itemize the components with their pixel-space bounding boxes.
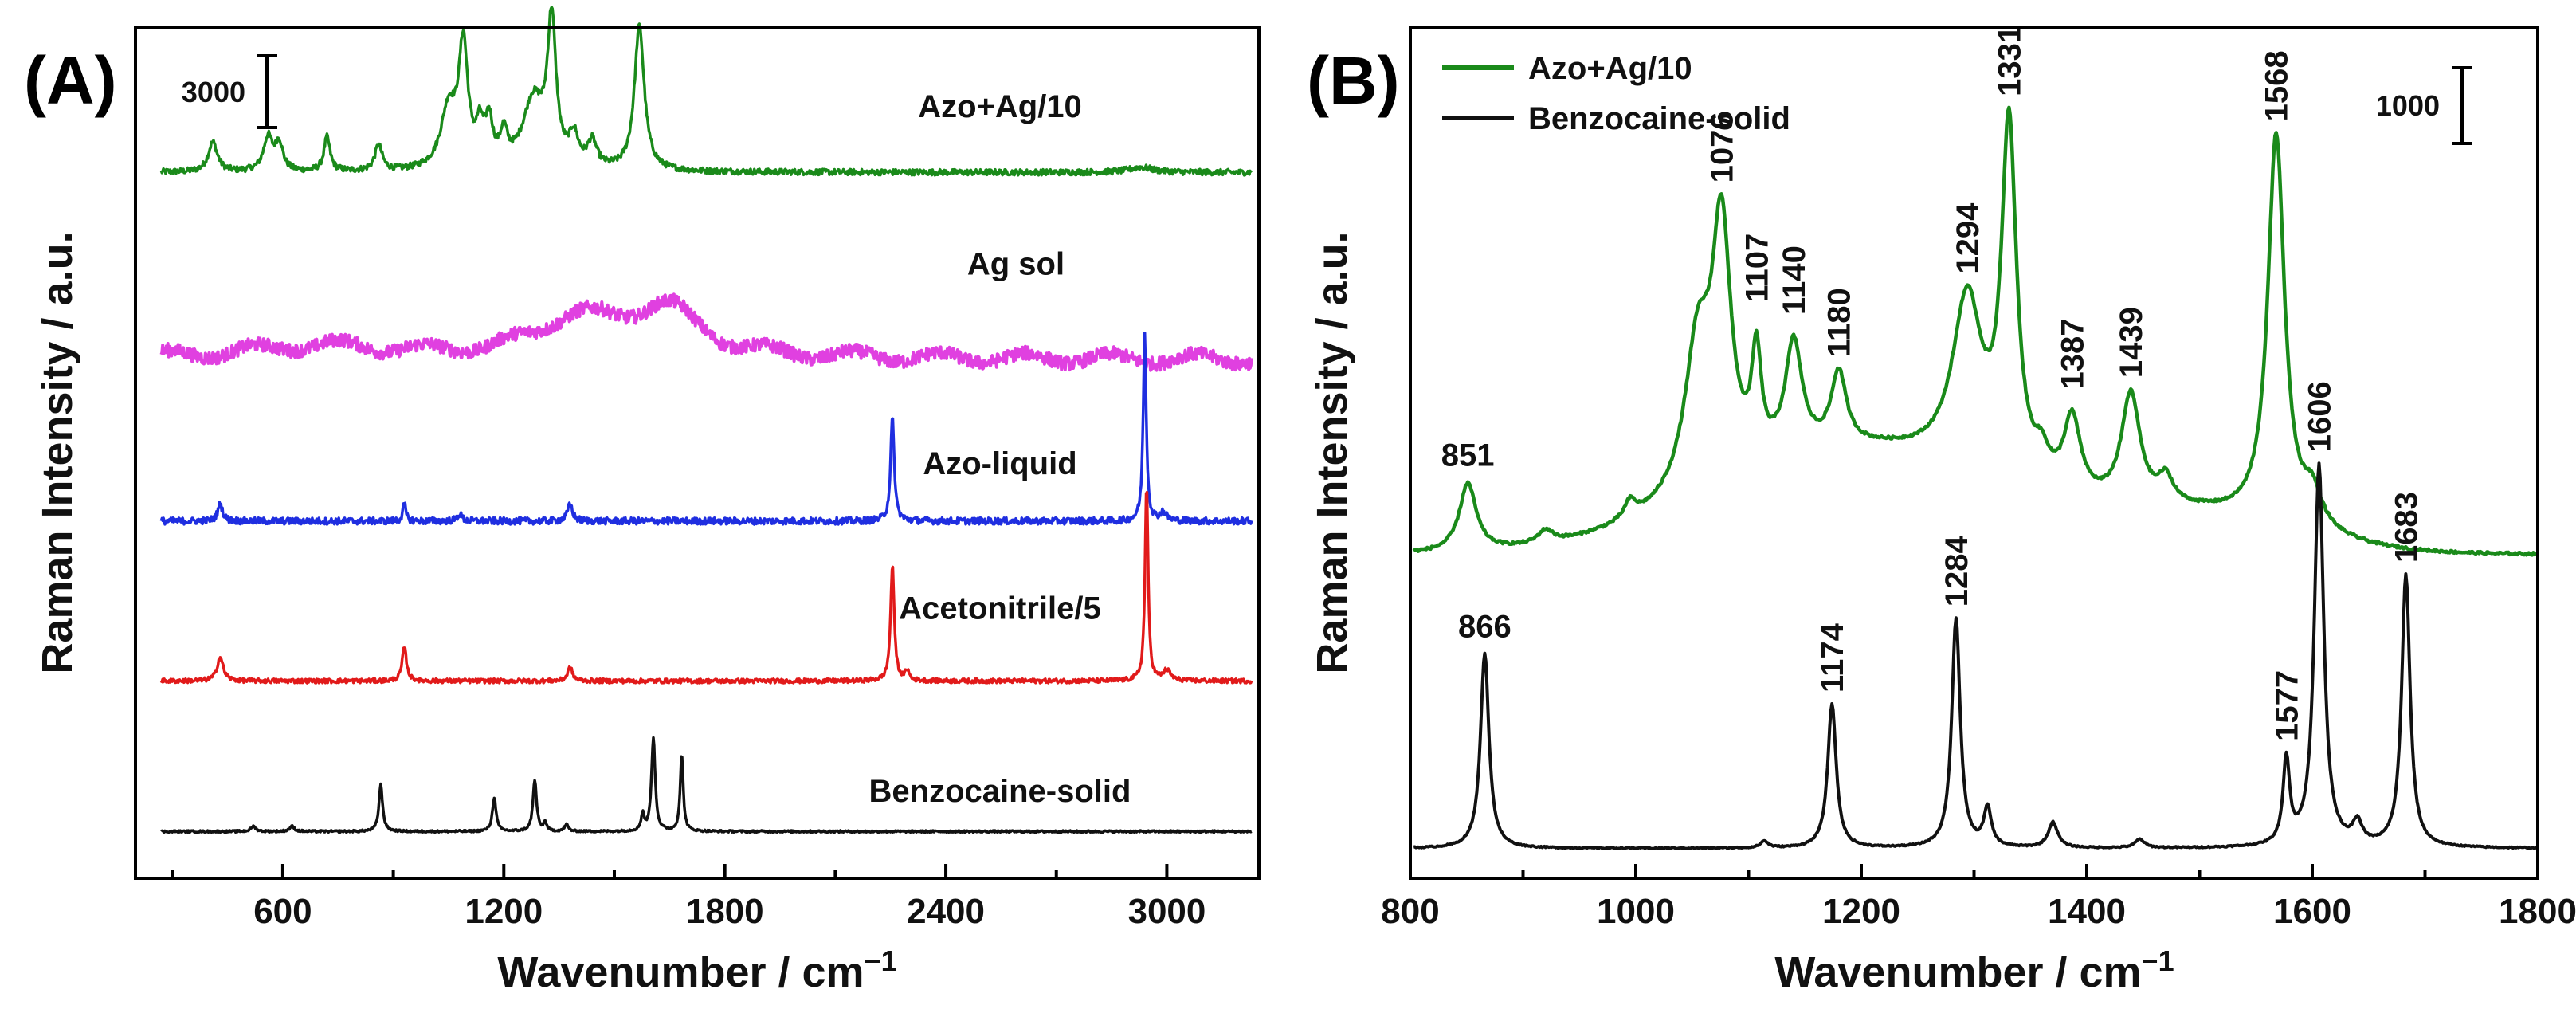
panel-b-x-axis-title: Wavenumber / cm−1 <box>1774 944 2174 996</box>
peak-label-1577: 1577 <box>2269 670 2304 741</box>
peak-label-1606: 1606 <box>2302 381 2337 452</box>
panel-b-legend: Azo+Ag/10 Benzocaine-solid <box>1442 51 1790 136</box>
series-line-acetonitrile-5 <box>159 490 1253 685</box>
series-line-benzocaine-solid <box>1413 461 2538 850</box>
series-label-azo-liquid: Azo-liquid <box>923 446 1076 481</box>
peak-label-1140: 1140 <box>1777 245 1812 315</box>
x-tick-label: 1000 <box>1597 892 1675 931</box>
series-line-azo-ag-10 <box>159 6 1253 177</box>
panel-b-peak-labels: 851 1076 1107 1140 1180 1294 1331 1387 1439 1568 8… <box>1441 26 2425 741</box>
panel-a: (A) Azo+Ag/10 Ag sol Azo-liquid Acetonitril… <box>24 6 1261 996</box>
x-tick-label: 1800 <box>2499 892 2576 931</box>
panel-a-x-ticks: 600 1200 1800 2400 3000 <box>171 864 1206 931</box>
series-label-acetonitrile-5: Acetonitrile/5 <box>899 591 1100 626</box>
panel-a-series-labels: Azo+Ag/10 Ag sol Azo-liquid Acetonitrile/5 B… <box>869 89 1131 809</box>
x-tick-label: 2400 <box>907 892 985 931</box>
peak-label-851: 851 <box>1441 438 1495 473</box>
peak-label-1107: 1107 <box>1739 234 1774 303</box>
peak-label-1387: 1387 <box>2056 318 2091 389</box>
peak-label-866: 866 <box>1458 610 1511 645</box>
panel-b-scale-bar: 1000 <box>2376 66 2472 145</box>
x-tick-label: 1800 <box>686 892 764 931</box>
series-label-ag-sol: Ag sol <box>967 246 1065 281</box>
panel-b: (B) 851 1076 1107 1140 1180 1294 1331 1387 1439 1… <box>1307 26 2576 996</box>
panel-b-x-ticks: 800 1000 1200 1400 1600 1800 <box>1381 864 2576 931</box>
peak-label-1568: 1568 <box>2260 50 2295 121</box>
x-tick-label: 1600 <box>2273 892 2351 931</box>
panel-b-plot-frame <box>1409 26 2539 880</box>
x-tick-label: 600 <box>253 892 312 931</box>
series-line-azo-ag-10 <box>1412 105 2538 557</box>
peak-label-1174: 1174 <box>1815 622 1850 693</box>
peak-label-1331: 1331 <box>1992 26 2027 96</box>
panel-a-plot-frame <box>134 26 1261 880</box>
panel-b-traces <box>1412 105 2538 850</box>
panel-b-label: (B) <box>1307 43 1400 118</box>
series-line-benzocaine-solid <box>160 736 1253 834</box>
series-label-azo-ag-10: Azo+Ag/10 <box>918 89 1082 124</box>
series-label-benzocaine-solid: Benzocaine-solid <box>869 774 1131 809</box>
panel-a-traces <box>159 6 1253 834</box>
series-line-ag-sol <box>159 292 1253 372</box>
x-tick-label: 1200 <box>465 892 543 931</box>
peak-label-1683: 1683 <box>2389 492 2424 563</box>
legend-label-benzocaine: Benzocaine-solid <box>1528 101 1790 136</box>
x-tick-label: 1400 <box>2048 892 2126 931</box>
panel-a-scale-bar: 3000 <box>182 54 277 129</box>
panel-a-label: (A) <box>24 43 117 118</box>
panel-b-y-axis-title: Raman Intensity / a.u. <box>1308 231 1356 673</box>
legend-label-azo-ag: Azo+Ag/10 <box>1528 51 1692 86</box>
x-tick-label: 800 <box>1381 892 1439 931</box>
peak-label-1076: 1076 <box>1705 112 1740 183</box>
panel-a-x-axis-title: Wavenumber / cm−1 <box>497 944 896 996</box>
panel-a-y-axis-title: Raman Intensity / a.u. <box>33 231 81 673</box>
x-tick-label: 3000 <box>1127 892 1206 931</box>
scale-bar-label: 3000 <box>182 76 245 108</box>
peak-label-1439: 1439 <box>2114 307 2149 378</box>
scale-bar-label: 1000 <box>2376 89 2440 122</box>
peak-label-1284: 1284 <box>1939 536 1974 607</box>
x-tick-label: 1200 <box>1822 892 1900 931</box>
peak-label-1180: 1180 <box>1822 288 1857 357</box>
peak-label-1294: 1294 <box>1951 202 1986 274</box>
series-line-azo-liquid <box>159 332 1253 526</box>
